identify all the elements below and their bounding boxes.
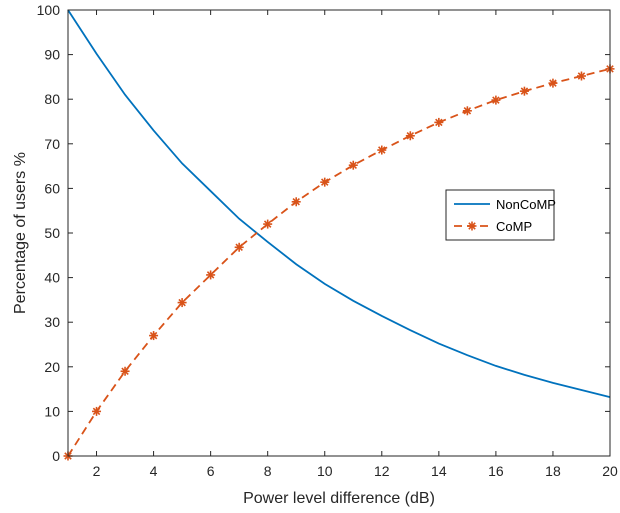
data-point-comp	[291, 197, 301, 207]
series-line-noncomp	[67, 9, 611, 399]
x-tick-label: 10	[317, 463, 333, 479]
data-point-comp	[234, 242, 244, 252]
x-tick-label: 16	[488, 463, 504, 479]
y-axis-title: Percentage of users %	[12, 152, 29, 314]
x-tick-label: 12	[374, 463, 390, 479]
x-tick-label: 8	[264, 463, 272, 479]
x-tick-label: 2	[93, 463, 101, 479]
y-tick-label: 30	[44, 314, 60, 330]
legend-label-comp: CoMP	[496, 219, 532, 234]
data-point-comp	[576, 71, 586, 81]
y-tick-label: 100	[37, 2, 61, 18]
data-point-comp	[120, 366, 130, 376]
y-tick-label: 60	[44, 180, 60, 196]
x-tick-label: 4	[150, 463, 158, 479]
y-tick-label: 50	[44, 225, 60, 241]
x-tick-label: 18	[545, 463, 561, 479]
y-tick-label: 90	[44, 47, 60, 63]
y-tick-label: 0	[52, 448, 60, 464]
legend: NonCoMP CoMP	[445, 189, 556, 241]
y-tick-label: 40	[44, 270, 60, 286]
legend-box	[445, 189, 555, 241]
data-point-comp	[548, 78, 558, 88]
data-point-comp	[149, 331, 159, 341]
x-axis-title: Power level difference (dB)	[243, 490, 435, 507]
data-point-comp	[263, 219, 273, 229]
legend-marker-comp	[467, 221, 477, 231]
x-tick-label: 20	[602, 463, 618, 479]
y-tick-label: 20	[44, 359, 60, 375]
data-point-comp	[320, 177, 330, 187]
axes: 2 4 6 8 10 12 14 16 18 20 0 10 20 30 40 50 60 70 80 90 100	[37, 2, 618, 479]
data-point-comp	[92, 406, 102, 416]
series-line-comp	[67, 67, 611, 457]
x-tick-label: 6	[207, 463, 215, 479]
data-point-comp	[434, 117, 444, 127]
y-tick-label: 70	[44, 136, 60, 152]
data-point-comp	[206, 270, 216, 280]
data-point-comp	[462, 106, 472, 116]
data-point-comp	[177, 298, 187, 308]
x-tick-label: 14	[431, 463, 447, 479]
legend-label-noncomp: NonCoMP	[496, 197, 556, 212]
data-point-comp	[405, 131, 415, 141]
data-point-comp	[348, 160, 358, 170]
y-tick-label: 80	[44, 91, 60, 107]
y-tick-label: 10	[44, 403, 60, 419]
data-point-comp	[491, 95, 501, 105]
data-point-comp	[377, 145, 387, 155]
plot-area	[63, 9, 615, 461]
data-point-comp	[519, 86, 529, 96]
